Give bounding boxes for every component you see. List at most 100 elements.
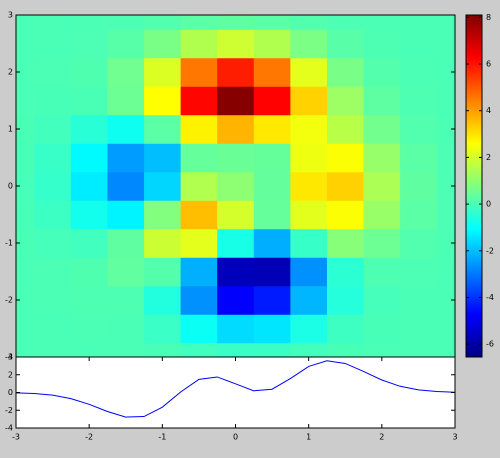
heat-cell (144, 114, 182, 144)
heat-cell (290, 57, 328, 87)
heat-cell (217, 200, 255, 230)
heat-cell (34, 15, 72, 30)
heat-cell (16, 15, 35, 30)
heat-cell (326, 86, 365, 116)
heat-cell (34, 200, 72, 230)
y-tick-label: -4 (5, 424, 13, 433)
heat-cell (400, 342, 438, 357)
x-tick-label: 0 (233, 433, 238, 442)
heat-cell (253, 342, 291, 357)
heat-cell (144, 86, 182, 116)
heat-cell (363, 57, 401, 87)
heat-cell (180, 285, 218, 315)
heat-cell (34, 29, 72, 59)
heat-cell (290, 257, 328, 287)
heat-cell (70, 342, 108, 357)
heat-cell (180, 114, 218, 144)
heat-cell (400, 228, 438, 258)
heat-cell (326, 314, 365, 344)
heat-cell (180, 57, 218, 87)
y-tick-label: 1 (8, 125, 13, 134)
heat-cell (326, 57, 365, 87)
heat-cell (436, 257, 455, 287)
heat-cell (70, 171, 108, 201)
heat-cell (34, 114, 72, 144)
heat-cell (107, 57, 145, 87)
y-tick-label: 3 (8, 11, 13, 20)
heat-cell (290, 86, 328, 116)
heat-cell (34, 285, 72, 315)
colorbar (465, 14, 483, 358)
heat-cell (400, 29, 438, 59)
heat-cell (16, 57, 35, 87)
heat-cell (253, 15, 291, 30)
colorbar-tick-label: 8 (486, 13, 491, 22)
y-tick-label: 0 (8, 388, 13, 397)
heat-cell (290, 285, 328, 315)
heat-cell (326, 15, 365, 30)
heat-cell (290, 15, 328, 30)
heat-cell (107, 15, 145, 30)
heat-cell (16, 342, 35, 357)
heat-cell (180, 200, 218, 230)
heat-cell (253, 143, 291, 173)
heat-cell (400, 143, 438, 173)
heat-cell (217, 257, 255, 287)
heat-cell (363, 228, 401, 258)
heat-cell (363, 200, 401, 230)
heat-cell (16, 314, 35, 344)
heat-cell (144, 171, 182, 201)
x-tick-label: 3 (452, 433, 457, 442)
heat-cell (70, 257, 108, 287)
heat-cell (326, 29, 365, 59)
heat-cell (70, 86, 108, 116)
heat-cell (107, 86, 145, 116)
line-plot (16, 360, 455, 418)
heat-cell (34, 257, 72, 287)
heat-cell (70, 285, 108, 315)
colorbar-tick-label: -2 (486, 246, 494, 255)
colorbar-tick-label: 0 (486, 200, 491, 209)
heat-cell (253, 171, 291, 201)
heat-cell (107, 171, 145, 201)
heat-cell (16, 228, 35, 258)
heat-cell (326, 285, 365, 315)
heat-cell (436, 29, 455, 59)
heat-cell (70, 15, 108, 30)
heat-cell (436, 143, 455, 173)
heat-cell (180, 29, 218, 59)
heat-cell (326, 257, 365, 287)
heat-cell (290, 342, 328, 357)
heat-cell (363, 314, 401, 344)
heat-cell (107, 342, 145, 357)
heat-cell (400, 200, 438, 230)
y-tick-label: 0 (8, 182, 13, 191)
heat-cell (16, 257, 35, 287)
heat-cell (400, 86, 438, 116)
heat-cell (253, 57, 291, 87)
heat-cell (217, 285, 255, 315)
heat-cell (400, 314, 438, 344)
heat-cell (290, 143, 328, 173)
colorbar-tick-label: 6 (486, 60, 491, 69)
heat-cell (107, 257, 145, 287)
heat-cell (70, 114, 108, 144)
heat-cell (400, 114, 438, 144)
heat-cell (217, 228, 255, 258)
heat-cell (326, 342, 365, 357)
heat-cell (253, 228, 291, 258)
heat-cell (436, 228, 455, 258)
y-tick-label: -2 (5, 406, 13, 415)
heat-cell (436, 200, 455, 230)
heat-cell (326, 228, 365, 258)
heat-cell (144, 314, 182, 344)
heat-cell (400, 57, 438, 87)
heat-cell (34, 143, 72, 173)
heat-cell (34, 228, 72, 258)
heat-cell (34, 342, 72, 357)
heat-cell (34, 314, 72, 344)
heat-cell (217, 114, 255, 144)
heat-cell (290, 114, 328, 144)
heat-cell (400, 171, 438, 201)
